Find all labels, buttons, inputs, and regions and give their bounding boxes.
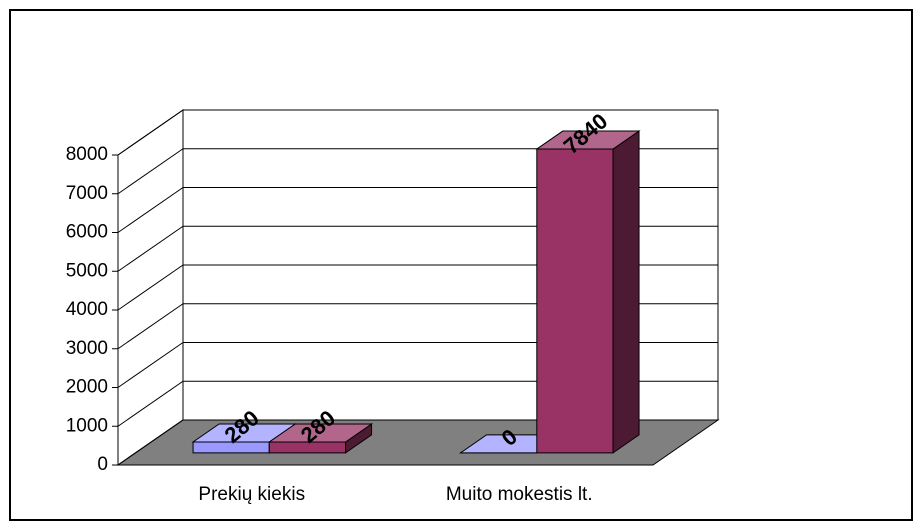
- grid-line: [117, 187, 184, 233]
- grid-line: [117, 380, 184, 427]
- y-tick-label: 7000: [66, 183, 108, 204]
- bar: [535, 130, 641, 454]
- x-tick-label: Prekių kiekis: [198, 484, 305, 505]
- grid-line: [117, 342, 184, 388]
- bar-top: [535, 130, 641, 150]
- y-tick-label: 1000: [66, 415, 108, 436]
- grid-line: [117, 109, 184, 156]
- bar-side: [612, 130, 640, 454]
- bar: [267, 423, 374, 454]
- bar-front: [536, 148, 614, 454]
- grid-line: [117, 419, 184, 466]
- y-tick-label: 4000: [66, 299, 108, 320]
- y-tick-label: 0: [97, 454, 108, 475]
- y-tick-label: 8000: [66, 144, 108, 165]
- bar-top: [267, 423, 374, 443]
- grid-line: [117, 303, 184, 350]
- y-tick-label: 6000: [66, 222, 108, 243]
- grid-line: [117, 225, 184, 272]
- y-tick-label: 5000: [66, 260, 108, 281]
- grid-line: [117, 148, 184, 195]
- x-tick-label: Muito mokestis lt.: [446, 484, 593, 505]
- grid-line: [117, 264, 184, 311]
- y-tick-label: 3000: [66, 338, 108, 359]
- y-tick-label: 2000: [66, 377, 108, 398]
